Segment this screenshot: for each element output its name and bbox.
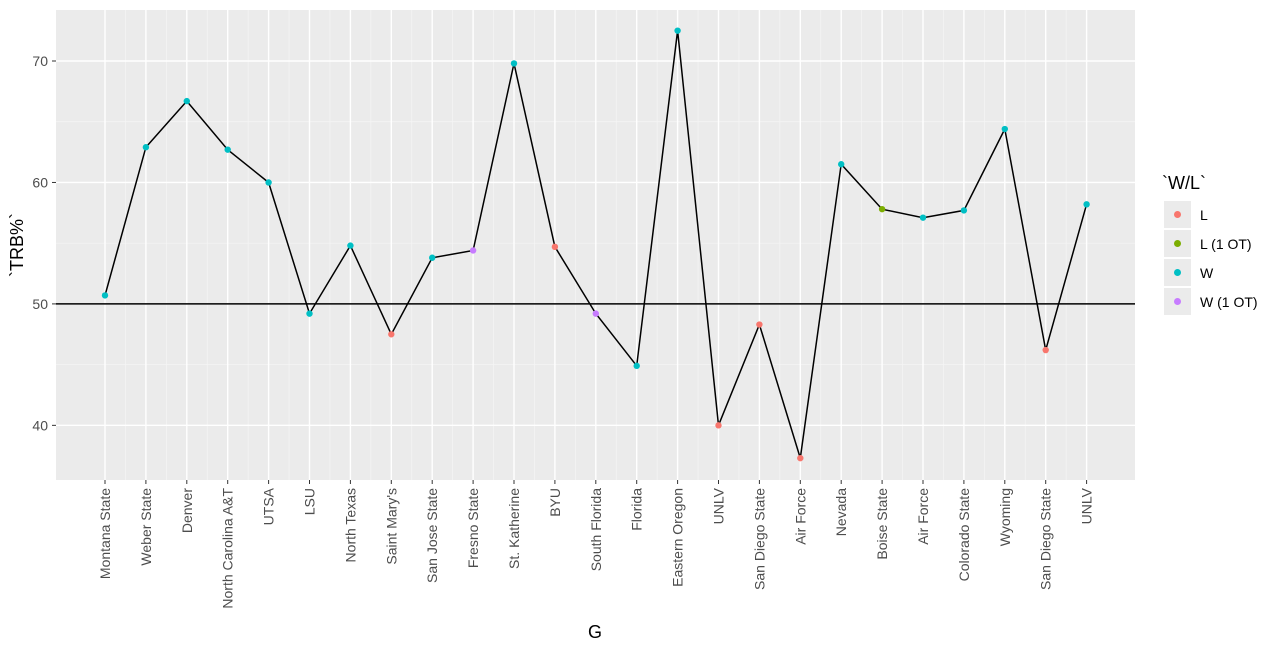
data-point: [429, 254, 436, 261]
data-point: [592, 310, 599, 317]
data-point: [306, 310, 313, 317]
x-tick-label: Air Force: [915, 488, 931, 545]
data-point: [674, 27, 681, 34]
data-point: [919, 214, 927, 221]
data-point: [1083, 201, 1090, 208]
data-point: [715, 422, 722, 429]
data-point: [756, 321, 763, 328]
x-tick-label: BYU: [547, 488, 563, 517]
legend-label: L: [1200, 207, 1208, 223]
data-point: [347, 242, 354, 249]
data-point: [551, 243, 559, 251]
x-tick-label: UNLV: [711, 487, 727, 524]
x-tick-label: Montana State: [97, 488, 113, 579]
x-tick-label: Boise State: [874, 488, 890, 560]
x-tick-label: Nevada: [833, 488, 849, 536]
x-tick-label: Fresno State: [465, 488, 481, 568]
data-point: [469, 247, 477, 254]
data-point: [633, 362, 640, 370]
data-point: [388, 331, 395, 338]
data-point: [797, 454, 804, 462]
data-point: [510, 60, 518, 67]
data-point: [838, 161, 845, 168]
data-point: [142, 144, 150, 151]
data-point: [224, 146, 231, 153]
x-tick-label: LSU: [302, 488, 318, 515]
y-axis-title: `TRB%`: [7, 213, 27, 277]
legend-label: W (1 OT): [1200, 294, 1258, 310]
y-tick-label: 50: [32, 296, 48, 312]
x-tick-label: San Diego State: [751, 488, 767, 590]
x-tick-label: San Jose State: [424, 488, 440, 583]
x-tick-label: Saint Mary's: [383, 488, 399, 565]
legend-key-point: [1174, 211, 1181, 218]
y-tick-label: 40: [32, 417, 48, 433]
data-point: [878, 205, 886, 213]
data-points: [101, 27, 1090, 462]
y-tick-label: 60: [32, 174, 48, 190]
x-tick-label: St. Katherine: [506, 488, 522, 569]
legend-key-point: [1174, 269, 1181, 276]
data-point: [1042, 346, 1049, 354]
y-tick-label: 70: [32, 53, 48, 69]
data-point: [183, 97, 190, 105]
legend-key-point: [1174, 298, 1181, 305]
x-tick-label: Eastern Oregon: [670, 488, 686, 587]
x-tick-label: Weber State: [138, 488, 154, 566]
x-axis-title: G: [588, 622, 602, 642]
legend: `W/L` L L (1 OT) W W (1 OT): [1162, 173, 1258, 315]
x-tick-label: South Florida: [588, 488, 604, 571]
legend-label: L (1 OT): [1200, 236, 1252, 252]
x-tick-label: Wyoming: [997, 488, 1013, 546]
x-tick-label: North Carolina A&T: [220, 488, 236, 609]
x-tick-label: Denver: [179, 488, 195, 533]
x-tick-label: Colorado State: [956, 488, 972, 582]
x-tick-label: San Diego State: [1038, 488, 1054, 590]
legend-entries: L L (1 OT) W W (1 OT): [1164, 201, 1258, 315]
data-point: [265, 179, 272, 186]
legend-key-point: [1174, 240, 1181, 247]
data-point: [101, 292, 109, 299]
legend-title: `W/L`: [1162, 173, 1206, 193]
x-tick-label: UTSA: [261, 487, 277, 525]
data-point: [1001, 125, 1008, 133]
x-tick-label: Air Force: [792, 488, 808, 545]
y-axis-ticks: 40 50 60 70: [32, 53, 56, 433]
minor-gridlines: [56, 10, 1135, 480]
data-point: [960, 207, 968, 214]
legend-label: W: [1200, 265, 1214, 281]
x-axis-ticks: Montana State Weber State Denver North Caro…: [97, 480, 1095, 609]
x-tick-label: UNLV: [1079, 487, 1095, 524]
x-tick-label: North Texas: [342, 488, 358, 562]
x-tick-label: Florida: [629, 488, 645, 531]
